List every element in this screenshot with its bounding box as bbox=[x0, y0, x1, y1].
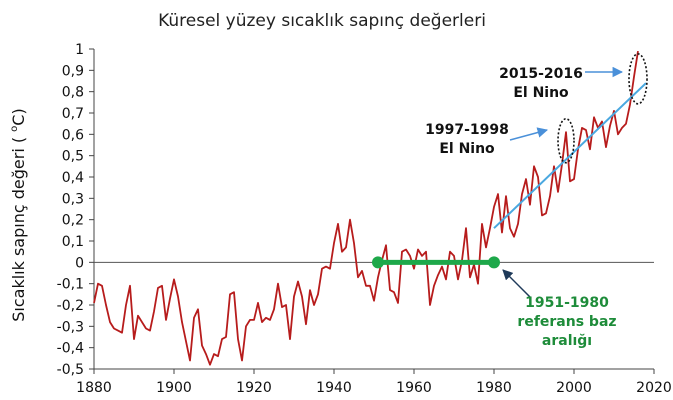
trend-line bbox=[493, 82, 647, 229]
series-layer bbox=[93, 50, 639, 366]
y-tick-label: 1 bbox=[75, 42, 84, 58]
annotation-2015-2016-line1: 2015-2016 bbox=[499, 66, 583, 82]
x-tick-label: 1900 bbox=[156, 380, 192, 396]
y-tick-label: 0,7 bbox=[62, 106, 84, 122]
y-tick-label: 0,6 bbox=[62, 127, 84, 143]
el-nino-1998-arrow bbox=[509, 127, 549, 141]
y-tick-label: -0,4 bbox=[57, 341, 84, 357]
annotation-baseline-line3: aralığı bbox=[542, 333, 592, 349]
y-tick-label: 0,3 bbox=[62, 191, 84, 207]
svg-text:Sıcaklık sapınç değeri ( oC): Sıcaklık sapınç değeri ( oC) bbox=[9, 108, 28, 321]
el-nino-2016-ellipse bbox=[628, 53, 648, 105]
annotation-baseline-line1: 1951-1980 bbox=[525, 295, 609, 311]
x-tick-label: 2020 bbox=[636, 380, 672, 396]
baseline-end-marker bbox=[488, 256, 500, 269]
x-tick-label: 1880 bbox=[76, 380, 112, 396]
y-axis-label-unit: C) bbox=[9, 108, 28, 125]
temperature-series-line bbox=[93, 50, 639, 366]
y-tick-label: 0,1 bbox=[62, 234, 84, 250]
y-tick-label: 0,5 bbox=[62, 149, 84, 165]
baseline-layer bbox=[372, 256, 500, 269]
annotation-1997-1998-line2: El Nino bbox=[439, 141, 495, 157]
annotation-marks bbox=[502, 53, 648, 298]
y-axis-label-degree: o bbox=[9, 126, 20, 132]
x-tick-label: 1920 bbox=[236, 380, 272, 396]
x-tick-labels: 1880 1900 1920 1940 1960 1980 2000 2020 bbox=[76, 369, 672, 396]
y-tick-label: 0,9 bbox=[62, 63, 84, 79]
y-tick-label: -0,2 bbox=[57, 298, 84, 314]
y-tick-label: -0,5 bbox=[57, 362, 84, 378]
annotation-1997-1998-line1: 1997-1998 bbox=[425, 122, 509, 138]
chart-title: Küresel yüzey sıcaklık sapınç değerleri bbox=[158, 11, 486, 31]
y-tick-label: 0,8 bbox=[62, 85, 84, 101]
baseline-start-marker bbox=[372, 256, 384, 269]
y-axis-label-main: Sıcaklık sapınç değeri ( bbox=[9, 132, 28, 322]
y-tick-label: 0,2 bbox=[62, 213, 84, 229]
y-tick-label: 0 bbox=[75, 255, 84, 271]
x-tick-label: 2000 bbox=[556, 380, 592, 396]
el-nino-1998-ellipse bbox=[557, 117, 575, 164]
y-axis-label: Sıcaklık sapınç değeri ( oC) bbox=[9, 108, 28, 321]
baseline-arrow bbox=[502, 269, 531, 298]
y-tick-label: -0,3 bbox=[57, 319, 84, 335]
x-tick-label: 1980 bbox=[476, 380, 512, 396]
y-tick-labels: 1 0,9 0,8 0,7 0,6 0,5 0,4 0,3 0,2 0,1 0 -0,1 -0,2 -0,… bbox=[57, 42, 94, 378]
y-tick-label: 0,4 bbox=[62, 170, 84, 186]
x-tick-label: 1960 bbox=[396, 380, 432, 396]
axes bbox=[93, 49, 654, 370]
y-tick-label: -0,1 bbox=[57, 277, 84, 293]
trend-layer bbox=[493, 82, 647, 229]
x-tick-label: 1940 bbox=[316, 380, 352, 396]
annotation-2015-2016-line2: El Nino bbox=[513, 85, 569, 101]
annotation-baseline-line2: referans baz bbox=[517, 314, 616, 330]
